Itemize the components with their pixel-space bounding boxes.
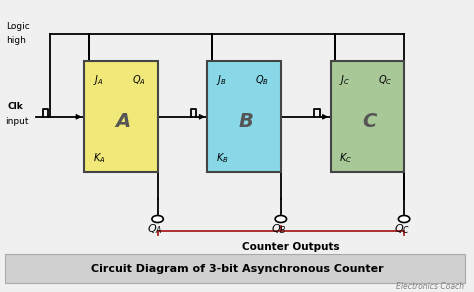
Circle shape <box>152 215 163 223</box>
Text: $Q_{B}$: $Q_{B}$ <box>271 222 286 236</box>
Text: Electronics Coach: Electronics Coach <box>396 281 465 291</box>
Text: $Q_{B}$: $Q_{B}$ <box>255 73 269 87</box>
Text: A: A <box>116 112 131 131</box>
Text: $Q_{C}$: $Q_{C}$ <box>378 73 392 87</box>
Text: Clk: Clk <box>7 102 23 111</box>
FancyBboxPatch shape <box>207 61 281 172</box>
Text: $Q_{A}$: $Q_{A}$ <box>132 73 146 87</box>
Text: $J_{C}$: $J_{C}$ <box>339 73 350 87</box>
Circle shape <box>275 215 286 223</box>
FancyBboxPatch shape <box>84 61 157 172</box>
Text: Circuit Diagram of 3-bit Asynchronous Counter: Circuit Diagram of 3-bit Asynchronous Co… <box>91 264 383 274</box>
Text: Logic: Logic <box>6 22 29 31</box>
Text: $K_{A}$: $K_{A}$ <box>92 151 105 165</box>
FancyBboxPatch shape <box>5 254 465 283</box>
Text: high: high <box>6 36 26 45</box>
Text: Counter Outputs: Counter Outputs <box>242 242 339 252</box>
Text: C: C <box>363 112 377 131</box>
Text: B: B <box>239 112 254 131</box>
Text: $Q_{C}$: $Q_{C}$ <box>393 222 410 236</box>
Text: $K_{B}$: $K_{B}$ <box>216 151 228 165</box>
Text: input: input <box>5 117 28 126</box>
Text: $J_{A}$: $J_{A}$ <box>92 73 103 87</box>
Text: $Q_{A}$: $Q_{A}$ <box>147 222 163 236</box>
Circle shape <box>398 215 410 223</box>
FancyBboxPatch shape <box>331 61 404 172</box>
Text: $J_{B}$: $J_{B}$ <box>216 73 227 87</box>
Text: $K_{C}$: $K_{C}$ <box>339 151 352 165</box>
